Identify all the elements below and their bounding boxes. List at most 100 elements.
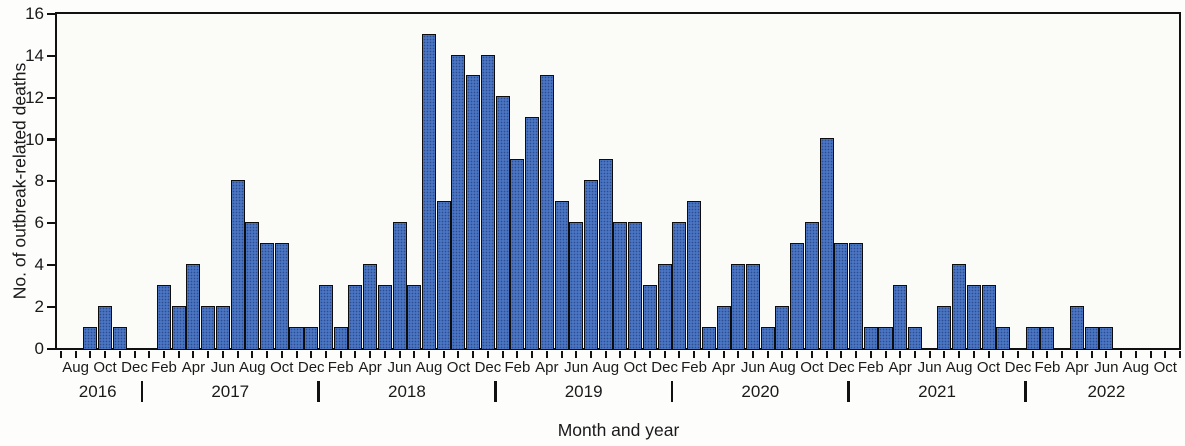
bar-jul-2018 [407, 284, 422, 351]
bar-aug-2020 [775, 305, 790, 351]
x-axis-tick [280, 350, 283, 358]
x-axis-tick [1061, 350, 1064, 358]
bar-sep-2016 [83, 326, 98, 351]
x-axis-tick [958, 350, 961, 358]
bar-feb-2017 [156, 284, 171, 351]
x-axis-tick [486, 350, 489, 358]
bar-jan-2022 [1025, 326, 1040, 351]
bar-nov-2018 [466, 75, 481, 351]
x-axis-tick [928, 350, 931, 358]
x-axis-tick [383, 350, 386, 358]
x-axis-month-label: Aug [415, 359, 443, 376]
bar-feb-2019 [510, 159, 525, 351]
x-axis-month-label: Oct [93, 359, 117, 376]
x-axis-tick [1090, 350, 1093, 358]
x-axis-tick [310, 350, 313, 358]
x-axis-month-label: Oct [976, 359, 1001, 376]
x-axis-tick [590, 350, 592, 358]
x-axis-month-label: Aug [238, 359, 266, 376]
x-axis-tick [1179, 350, 1181, 358]
x-axis-tick [869, 350, 872, 358]
x-axis-month-label: Apr [1065, 359, 1089, 376]
x-axis-tick [560, 350, 563, 358]
bar-jun-2017 [215, 305, 230, 351]
x-axis-month-label: Apr [181, 359, 206, 376]
x-axis-year-label: 2020 [741, 382, 780, 401]
bar-feb-2021 [863, 326, 878, 351]
x-axis-month-label: Jun [1094, 359, 1119, 376]
bar-oct-2016 [98, 305, 113, 351]
bar-sep-2018 [436, 201, 451, 351]
x-axis-month-label: Aug [1122, 359, 1150, 376]
bar-dec-2018 [480, 54, 495, 351]
bar-may-2021 [907, 326, 922, 351]
x-axis-tick [634, 350, 637, 358]
x-axis-tick [987, 350, 990, 358]
x-axis-tick [840, 350, 843, 358]
bar-jul-2017 [230, 180, 245, 351]
x-axis-month-label: Apr [358, 359, 382, 376]
y-axis-tick-label: 4 [34, 255, 44, 275]
bar-oct-2018 [451, 54, 466, 351]
x-axis-month-label: Dec [1004, 359, 1032, 376]
bar-apr-2018 [363, 264, 378, 351]
y-axis-tick-label: 12 [25, 87, 44, 107]
x-axis-tick [1046, 350, 1049, 358]
y-axis-tick [47, 54, 56, 57]
x-axis-tick [472, 350, 475, 358]
bar-mar-2019 [525, 117, 540, 351]
x-axis-tick [428, 350, 431, 358]
y-axis-tick-label: 2 [34, 297, 44, 317]
bar-apr-2017 [186, 264, 201, 351]
x-axis-month-label: Dec [651, 359, 678, 376]
bar-nov-2017 [289, 326, 304, 351]
x-axis-tick [354, 350, 357, 358]
bar-sep-2020 [790, 243, 805, 351]
x-axis-year-label: 2022 [1087, 382, 1126, 401]
x-axis-tick [89, 350, 92, 358]
x-axis-tick [531, 350, 534, 358]
x-axis-tick [339, 350, 342, 358]
x-axis-year-label: 2016 [78, 382, 117, 401]
x-axis-tick [133, 350, 136, 358]
x-axis-year-label: 2021 [918, 382, 956, 401]
x-axis-tick [1105, 350, 1108, 358]
year-separator [1024, 381, 1027, 402]
y-axis-tick [47, 96, 56, 99]
x-axis-month-label: Dec [297, 359, 325, 376]
x-axis-tick [663, 350, 666, 358]
x-axis-month-label: Feb [681, 359, 707, 376]
y-axis-tick-label: 16 [25, 3, 44, 23]
y-axis-tick-label: 6 [34, 213, 44, 233]
x-axis-month-label: Dec [121, 359, 148, 376]
bar-jan-2019 [495, 96, 510, 351]
bar-mar-2021 [878, 326, 893, 351]
bar-jan-2020 [672, 222, 687, 351]
bar-aug-2017 [245, 222, 260, 351]
x-axis-month-label: Oct [446, 359, 471, 376]
x-axis-tick [236, 350, 239, 358]
bar-mar-2020 [701, 326, 716, 351]
x-axis-tick [324, 350, 327, 358]
x-axis-month-label: Aug [62, 359, 89, 376]
x-axis-month-label: Jun [210, 359, 235, 376]
bar-aug-2021 [952, 264, 967, 351]
bar-jun-2022 [1099, 326, 1114, 351]
x-axis-month-label: Oct [1153, 359, 1177, 376]
year-separator [670, 381, 674, 402]
x-axis-tick [943, 350, 946, 358]
x-axis-tick [104, 350, 107, 358]
bar-jul-2019 [583, 180, 598, 351]
bar-nov-2016 [112, 326, 127, 351]
x-axis-tick [766, 350, 769, 358]
x-axis-tick [266, 350, 269, 358]
x-axis-tick [1164, 350, 1167, 358]
bar-aug-2018 [422, 33, 437, 351]
x-axis-tick [1120, 350, 1123, 358]
year-separator [494, 381, 497, 402]
x-axis-tick [413, 350, 416, 358]
bar-feb-2020 [687, 201, 702, 351]
x-axis-month-label: Jun [387, 359, 412, 376]
x-axis-tick [722, 350, 725, 358]
